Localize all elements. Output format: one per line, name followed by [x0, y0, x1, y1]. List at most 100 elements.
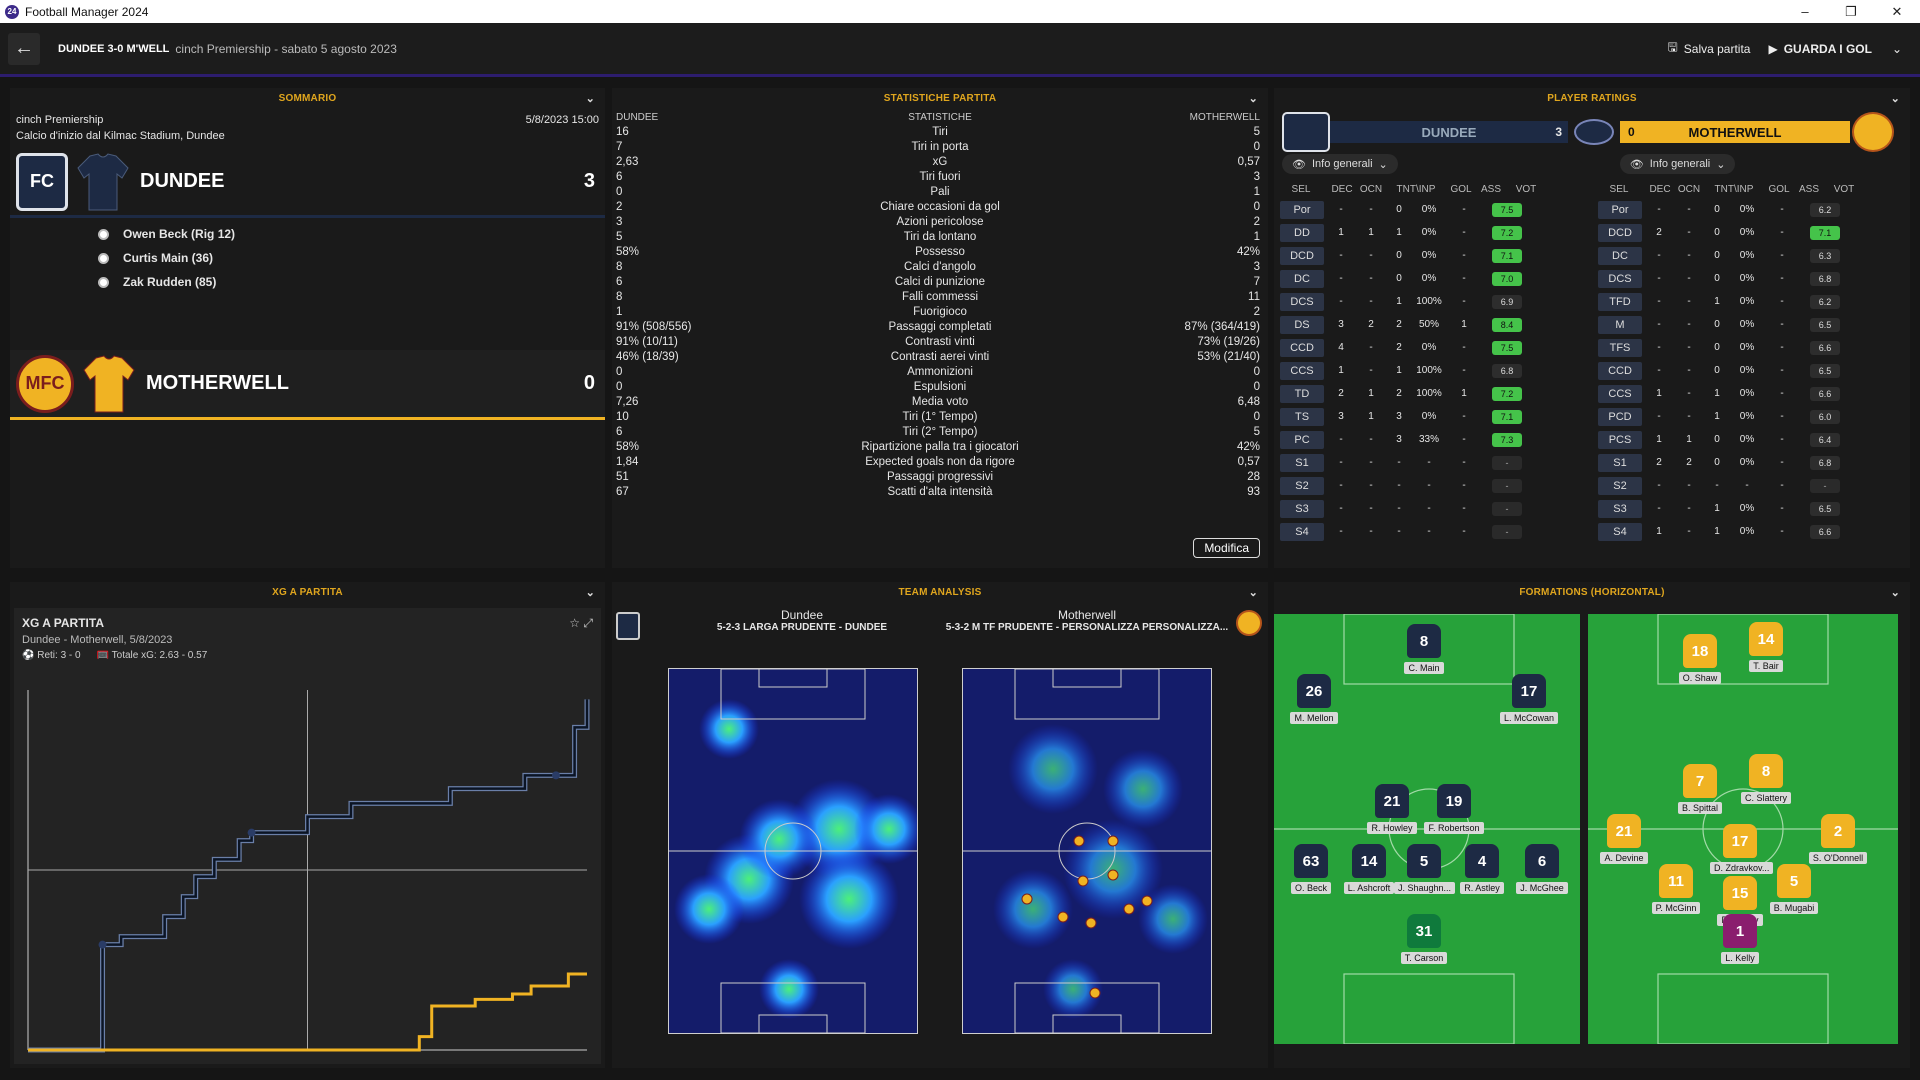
away-team-row[interactable]: MFC MOTHERWELL 0	[10, 350, 605, 420]
rating-row[interactable]: PCS 1 1 0 0% - 6.4	[1592, 428, 1904, 451]
rating-row[interactable]: PC - - 3 33% - 7.3	[1274, 428, 1586, 451]
star-icon[interactable]: ☆	[569, 616, 581, 630]
rating-row[interactable]: CCD 4 - 2 0% - 7.5	[1274, 336, 1586, 359]
xg-goal-marker	[247, 828, 256, 837]
analysis-title: TEAM ANALYSIS	[898, 587, 982, 598]
rating-row[interactable]: DS 3 2 2 50% 1 8.4	[1274, 313, 1586, 336]
xg-panel-title: XG A PARTITA	[272, 587, 343, 598]
rating-row[interactable]: Por - - 0 0% - 7.5	[1274, 198, 1586, 221]
formation-player[interactable]: 6 J. McGhee	[1512, 844, 1572, 896]
rating-row[interactable]: DCD 2 - 0 0% - 7.1	[1592, 221, 1904, 244]
rating-row[interactable]: TS 3 1 3 0% - 7.1	[1274, 405, 1586, 428]
rating-row[interactable]: CCS 1 - 1 0% - 6.6	[1592, 382, 1904, 405]
formation-player[interactable]: 1 L. Kelly	[1710, 914, 1770, 966]
chevron-down-icon[interactable]: ⌄	[585, 93, 595, 105]
watch-goals-button[interactable]: ▶ GUARDA I GOL ⌄	[1768, 41, 1902, 56]
formation-player[interactable]: 11 P. McGinn	[1646, 864, 1706, 916]
rating-row[interactable]: M - - 0 0% - 6.5	[1592, 313, 1904, 336]
eye-icon: 👁	[1292, 158, 1306, 171]
rating-row[interactable]: CCS 1 - 1 100% - 6.8	[1274, 359, 1586, 382]
minimize-button[interactable]: –	[1801, 4, 1809, 19]
home-formation-pitch: 8 C. Main 26 M. Mellon 17 L. McCowan 21 R. Howl…	[1274, 614, 1580, 1044]
formation-player[interactable]: 5 J. Shaughn...	[1394, 844, 1456, 896]
rating-row[interactable]: DC - - 0 0% - 7.0	[1274, 267, 1586, 290]
rating-row[interactable]: PCD - - 1 0% - 6.0	[1592, 405, 1904, 428]
chevron-down-icon[interactable]: ⌄	[1890, 93, 1900, 105]
shirt-icon: 63	[1294, 844, 1328, 878]
formation-player[interactable]: 4 R. Astley	[1452, 844, 1512, 896]
rating-row[interactable]: S2 - - - - - -	[1274, 474, 1586, 497]
analysis-home-team: Dundee	[780, 608, 824, 622]
stats-mid-header: STATISTICHE	[908, 112, 972, 123]
maximize-button[interactable]: ❐	[1845, 4, 1857, 19]
stat-row: 7,26 Media voto 6,48	[616, 396, 1260, 408]
formation-player[interactable]: 14 L. Ashcroft	[1339, 844, 1399, 896]
scorer-item[interactable]: Zak Rudden (85)	[10, 270, 605, 294]
formation-player[interactable]: 5 B. Mugabi	[1764, 864, 1824, 916]
rating-row[interactable]: TD 2 1 2 100% 1 7.2	[1274, 382, 1586, 405]
rating-row[interactable]: S1 2 2 0 0% - 6.8	[1592, 451, 1904, 474]
rating-row[interactable]: TFS - - 0 0% - 6.6	[1592, 336, 1904, 359]
scorer-item[interactable]: Curtis Main (36)	[10, 246, 605, 270]
formation-player[interactable]: 17 L. McCowan	[1499, 674, 1559, 726]
close-button[interactable]: ✕	[1891, 4, 1903, 19]
dundee-crest: FC	[16, 152, 68, 211]
rating-row[interactable]: DCS - - 0 0% - 6.8	[1592, 267, 1904, 290]
formation-player[interactable]: 7 B. Spittal	[1670, 764, 1730, 816]
away-info-dropdown[interactable]: 👁 Info generali ⌄	[1619, 154, 1736, 174]
formation-player[interactable]: 19 F. Robertson	[1424, 784, 1484, 836]
formation-player[interactable]: 31 T. Carson	[1394, 914, 1454, 966]
formation-player[interactable]: 8 C. Slattery	[1736, 754, 1796, 806]
stat-row: 8 Falli commessi 11	[616, 291, 1260, 303]
rating-row[interactable]: DC - - 0 0% - 6.3	[1592, 244, 1904, 267]
home-info-dropdown[interactable]: 👁 Info generali ⌄	[1282, 154, 1398, 174]
stat-row: 0 Pali 1	[616, 186, 1260, 198]
save-match-button[interactable]: 🖫 Salva partita	[1668, 38, 1751, 59]
rating-row[interactable]: S4 1 - 1 0% - 6.6	[1592, 520, 1904, 543]
stat-row: 8 Calci d'angolo 3	[616, 261, 1260, 273]
rating-row[interactable]: S1 - - - - - -	[1274, 451, 1586, 474]
back-button[interactable]: ←	[8, 32, 40, 65]
rating-row[interactable]: Por - - 0 0% - 6.2	[1592, 198, 1904, 221]
rating-row[interactable]: S2 - - - - - -	[1592, 474, 1904, 497]
eye-icon: 👁	[1629, 158, 1644, 171]
stat-row: 0 Espulsioni 0	[616, 381, 1260, 393]
formation-player[interactable]: 17 D. Zdravkov...	[1710, 824, 1774, 876]
summary-title: SOMMARIO ⌄	[10, 88, 605, 110]
formation-player[interactable]: 63 O. Beck	[1281, 844, 1341, 896]
edit-stats-button[interactable]: Modifica	[1193, 538, 1260, 558]
chevron-down-icon[interactable]: ⌄	[1890, 587, 1900, 599]
ratings-away-bar: 0 MOTHERWELL	[1620, 121, 1850, 143]
rating-row[interactable]: DCS - - 1 100% - 6.9	[1274, 290, 1586, 313]
ratings-home-bar: DUNDEE 3	[1330, 121, 1568, 143]
formation-player[interactable]: 2 S. O'Donnell	[1808, 814, 1868, 866]
home-heatmap-pitch	[669, 668, 924, 1034]
rating-row[interactable]: S4 - - - - - -	[1274, 520, 1586, 543]
formation-player[interactable]: 18 O. Shaw	[1670, 634, 1730, 686]
motherwell-shirt-icon	[83, 354, 135, 412]
stat-row: 1 Fuorigioco 2	[616, 306, 1260, 318]
formation-player[interactable]: 26 M. Mellon	[1284, 674, 1344, 726]
formation-player[interactable]: 21 R. Howley	[1362, 784, 1422, 836]
ball-icon: ⚽	[22, 650, 35, 661]
scorer-item[interactable]: Owen Beck (Rig 12)	[10, 222, 605, 246]
chevron-down-icon[interactable]: ⌄	[585, 587, 595, 599]
shirt-icon: 19	[1437, 784, 1471, 818]
chevron-down-icon[interactable]: ⌄	[1891, 41, 1902, 56]
analysis-away-formation[interactable]: 5-3-2 M TF PRUDENTE - PERSONALIZZA PERSO…	[945, 622, 1229, 633]
rating-row[interactable]: CCD - - 0 0% - 6.5	[1592, 359, 1904, 382]
rating-row[interactable]: DCD - - 0 0% - 7.1	[1274, 244, 1586, 267]
rating-row[interactable]: S3 - - - - - -	[1274, 497, 1586, 520]
formation-player[interactable]: 14 T. Bair	[1736, 622, 1796, 674]
summary-date: 5/8/2023 15:00	[525, 114, 599, 126]
expand-icon[interactable]: ⤢	[583, 616, 593, 630]
chevron-down-icon[interactable]: ⌄	[1248, 93, 1258, 105]
home-team-row[interactable]: FC DUNDEE 3	[10, 148, 605, 218]
rating-row[interactable]: S3 - - 1 0% - 6.5	[1592, 497, 1904, 520]
rating-row[interactable]: DD 1 1 1 0% - 7.2	[1274, 221, 1586, 244]
rating-row[interactable]: TFD - - 1 0% - 6.2	[1592, 290, 1904, 313]
formation-player[interactable]: 21 A. Devine	[1594, 814, 1654, 866]
formation-player[interactable]: 8 C. Main	[1394, 624, 1454, 676]
analysis-home-formation[interactable]: 5-2-3 LARGA PRUDENTE - DUNDEE	[716, 622, 888, 633]
chevron-down-icon[interactable]: ⌄	[1248, 587, 1258, 599]
